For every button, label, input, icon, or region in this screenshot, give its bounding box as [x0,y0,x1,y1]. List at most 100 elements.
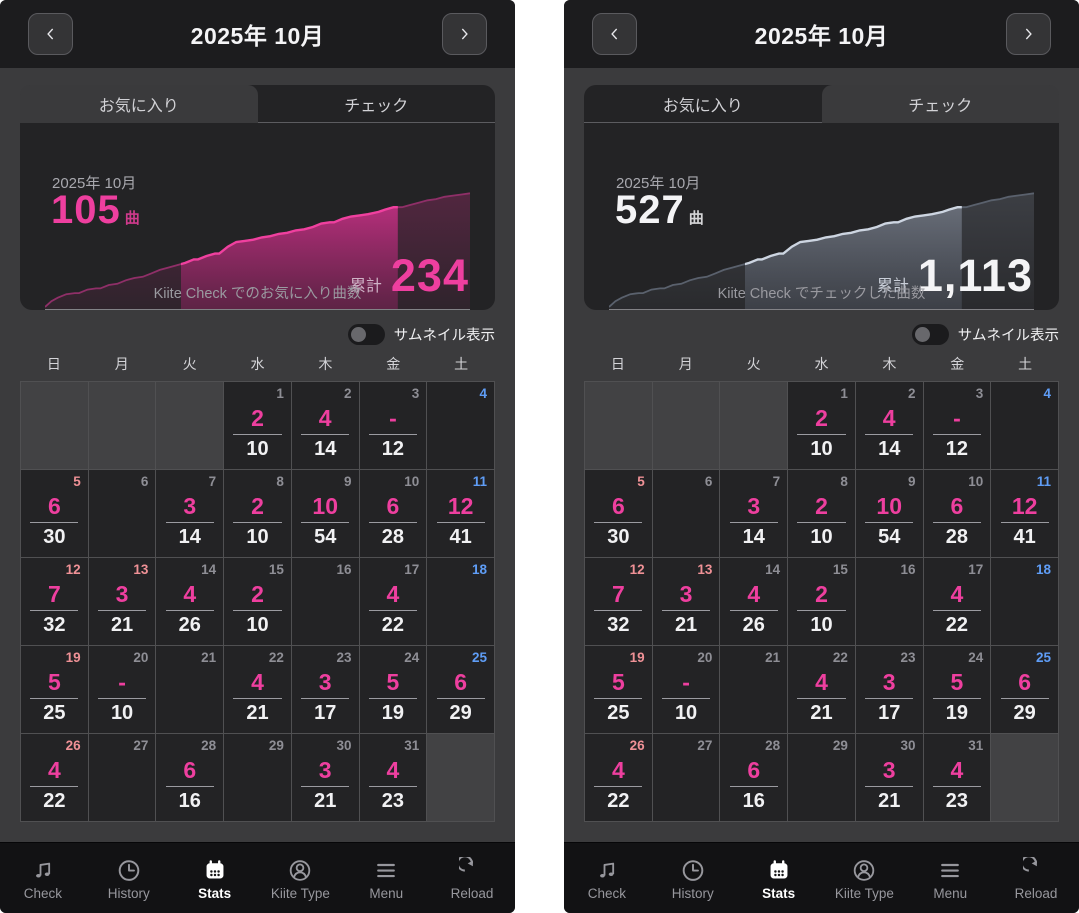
day-number: 4 [1043,386,1051,401]
calendar-day-cell[interactable]: 10 6 28 [923,470,991,557]
calendar-day-cell[interactable]: 9 10 54 [291,470,359,557]
calendar-day-cell[interactable]: 13 3 21 [88,558,156,645]
calendar-day-cell[interactable]: 7 3 14 [156,470,224,557]
calendar-day-cell[interactable]: 26 4 22 [21,734,88,821]
prev-month-button[interactable] [592,13,637,55]
calendar-day-cell[interactable]: 28 6 16 [156,734,224,821]
calendar-day-cell[interactable]: 8 2 10 [788,470,855,557]
thumbnail-toggle[interactable] [911,323,949,345]
nav-item-menu[interactable]: Menu [907,843,993,913]
day-number: 27 [697,738,713,753]
nav-item-menu[interactable]: Menu [343,843,429,913]
value-divider [301,698,350,699]
nav-item-stats[interactable]: Stats [172,843,258,913]
calendar-day-cell[interactable]: 15 2 10 [224,558,291,645]
calendar-day-cell[interactable]: 28 6 16 [720,734,788,821]
nav-item-reload[interactable]: Reload [429,843,515,913]
calendar-day-cell[interactable]: 25 6 29 [991,646,1058,733]
next-month-button[interactable] [1005,13,1051,55]
calendar-day-cell[interactable]: 20- 10 [88,646,156,733]
calendar-day-cell[interactable]: 31 4 23 [923,734,991,821]
day-values: 4 14 [856,405,923,461]
calendar-day-cell[interactable]: 20- 10 [652,646,720,733]
value-divider [594,610,643,611]
calendar-day-cell[interactable]: 14 4 26 [720,558,788,645]
tab-favorites[interactable]: お気に入り [584,85,822,123]
calendar-day-cell[interactable]: 29 [224,734,291,821]
tab-favorites[interactable]: お気に入り [20,85,258,123]
calendar-day-cell[interactable]: 9 10 54 [855,470,923,557]
calendar-day-cell[interactable]: 10 6 28 [359,470,427,557]
calendar-day-cell[interactable]: 21 [720,646,788,733]
day-values: 10 54 [856,493,923,549]
nav-item-reload[interactable]: Reload [993,843,1079,913]
calendar-day-cell[interactable]: 16 [855,558,923,645]
calendar-day-cell[interactable]: 6 [88,470,156,557]
calendar-day-cell[interactable]: 26 4 22 [585,734,652,821]
calendar-day-cell[interactable]: 15 2 10 [788,558,855,645]
check-count: 21 [246,702,269,724]
calendar-day-cell[interactable]: 13 3 21 [652,558,720,645]
favorites-count: 10 [312,493,338,519]
calendar-day-cell[interactable]: 31 4 23 [359,734,427,821]
calendar-day-cell[interactable]: 4 [991,382,1058,469]
calendar-day-cell[interactable]: 23 3 17 [855,646,923,733]
favorites-count: 6 [454,669,468,695]
favorites-count: 5 [47,669,61,695]
calendar-day-cell[interactable]: 24 5 19 [923,646,991,733]
calendar-day-cell[interactable]: 21 [156,646,224,733]
calendar-day-cell[interactable]: 1 2 10 [788,382,855,469]
check-count: 25 [607,702,630,724]
calendar-day-cell[interactable]: 19 5 25 [21,646,88,733]
calendar-day-cell[interactable]: 2 4 14 [291,382,359,469]
calendar-day-cell[interactable]: 11 12 41 [427,470,494,557]
calendar-day-cell[interactable]: 29 [788,734,855,821]
tab-check[interactable]: チェック [257,85,495,123]
nav-item-history[interactable]: History [86,843,172,913]
calendar-day-cell[interactable]: 8 2 10 [224,470,291,557]
calendar-day-cell[interactable]: 3- 12 [923,382,991,469]
thumbnail-toggle[interactable] [347,323,385,345]
calendar-day-cell[interactable]: 1 2 10 [224,382,291,469]
screen-body: お気に入り チェック 2025年 10月 527 曲 累計 1,113 Kiite… [564,68,1079,842]
nav-item-stats[interactable]: Stats [736,843,822,913]
next-month-button[interactable] [441,13,487,55]
favorites-count: 4 [882,405,896,431]
calendar-day-cell[interactable]: 18 [991,558,1058,645]
calendar-day-cell[interactable]: 14 4 26 [156,558,224,645]
calendar-day-cell[interactable]: 24 5 19 [359,646,427,733]
calendar-day-cell[interactable]: 27 [652,734,720,821]
calendar-day-cell[interactable]: 25 6 29 [427,646,494,733]
bottom-nav: Check History Stats Kiite Type Menu Reload [564,842,1079,913]
nav-item-check[interactable]: Check [0,843,86,913]
calendar-day-cell[interactable]: 4 [427,382,494,469]
calendar-day-cell[interactable]: 16 [291,558,359,645]
calendar-day-cell[interactable]: 11 12 41 [991,470,1058,557]
calendar-day-cell[interactable]: 7 3 14 [720,470,788,557]
calendar-day-cell[interactable]: 5 6 30 [585,470,652,557]
prev-month-button[interactable] [28,13,73,55]
calendar-day-cell[interactable]: 12 7 32 [585,558,652,645]
nav-item-kiite-type[interactable]: Kiite Type [821,843,907,913]
nav-item-history[interactable]: History [650,843,736,913]
calendar-day-cell[interactable]: 12 7 32 [21,558,88,645]
calendar-day-cell[interactable]: 22 4 21 [788,646,855,733]
calendar-day-cell[interactable]: 19 5 25 [585,646,652,733]
phone-screen-favorites: 2025年 10月 お気に入り チェック 2025年 10月 105 曲 [0,0,515,913]
nav-item-check[interactable]: Check [564,843,650,913]
nav-item-kiite-type[interactable]: Kiite Type [257,843,343,913]
calendar-day-cell[interactable]: 30 3 21 [291,734,359,821]
calendar-day-cell[interactable]: 27 [88,734,156,821]
tab-check[interactable]: チェック [821,85,1059,123]
calendar-day-cell[interactable]: 5 6 30 [21,470,88,557]
calendar-day-cell[interactable]: 17 4 22 [359,558,427,645]
calendar-day-cell[interactable]: 23 3 17 [291,646,359,733]
calendar-day-cell[interactable]: 2 4 14 [855,382,923,469]
calendar-day-cell[interactable]: 30 3 21 [855,734,923,821]
calendar-day-cell[interactable]: 22 4 21 [224,646,291,733]
calendar-day-cell[interactable]: 18 [427,558,494,645]
calendar-day-cell[interactable]: 3- 12 [359,382,427,469]
favorites-count: 6 [950,493,964,519]
calendar-day-cell[interactable]: 6 [652,470,720,557]
calendar-day-cell[interactable]: 17 4 22 [923,558,991,645]
